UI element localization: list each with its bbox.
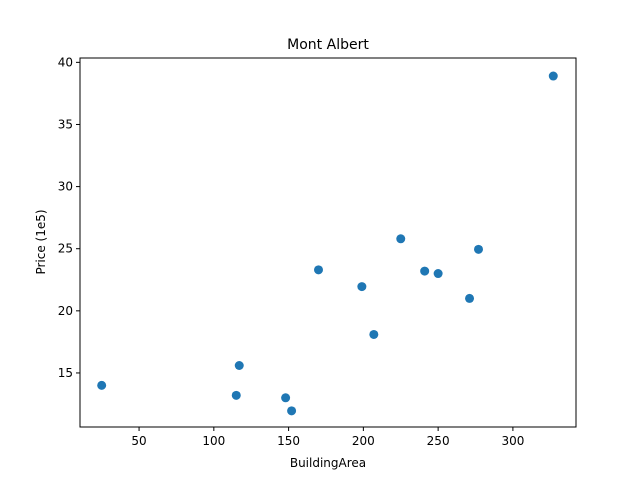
data-point: [287, 406, 297, 416]
x-tick-label: 150: [277, 434, 300, 448]
data-point: [420, 266, 430, 276]
x-tick-label: 300: [501, 434, 524, 448]
y-tick-label: 30: [58, 180, 73, 194]
data-point: [234, 361, 244, 370]
y-tick-label: 35: [58, 117, 73, 131]
data-point: [369, 329, 379, 339]
data-point: [97, 380, 107, 390]
x-tick-label: 250: [427, 434, 450, 448]
data-point: [357, 282, 367, 292]
y-axis: 15 20 25 30 35 40: [58, 55, 80, 380]
plot-area: [97, 71, 558, 416]
data-point: [281, 393, 291, 403]
x-tick-label: 100: [202, 434, 225, 448]
data-point: [548, 71, 558, 81]
chart-title: Mont Albert: [287, 37, 369, 53]
data-point: [433, 269, 443, 279]
x-axis: 50 100 150 200 250 300: [131, 427, 524, 448]
x-tick-label: 50: [131, 434, 146, 448]
y-tick-label: 40: [58, 55, 73, 69]
plot-frame: [79, 57, 577, 428]
y-tick-label: 15: [58, 366, 73, 380]
data-point: [314, 265, 323, 275]
data-point: [465, 293, 475, 303]
x-tick-label: 200: [352, 434, 375, 448]
y-tick-label: 20: [58, 304, 73, 318]
data-point: [474, 244, 483, 254]
y-axis-label: Price (1e5): [34, 209, 48, 274]
data-point: [396, 234, 406, 244]
x-axis-label: BuildingArea: [290, 456, 366, 470]
data-point: [231, 390, 241, 400]
y-tick-label: 25: [58, 242, 73, 256]
